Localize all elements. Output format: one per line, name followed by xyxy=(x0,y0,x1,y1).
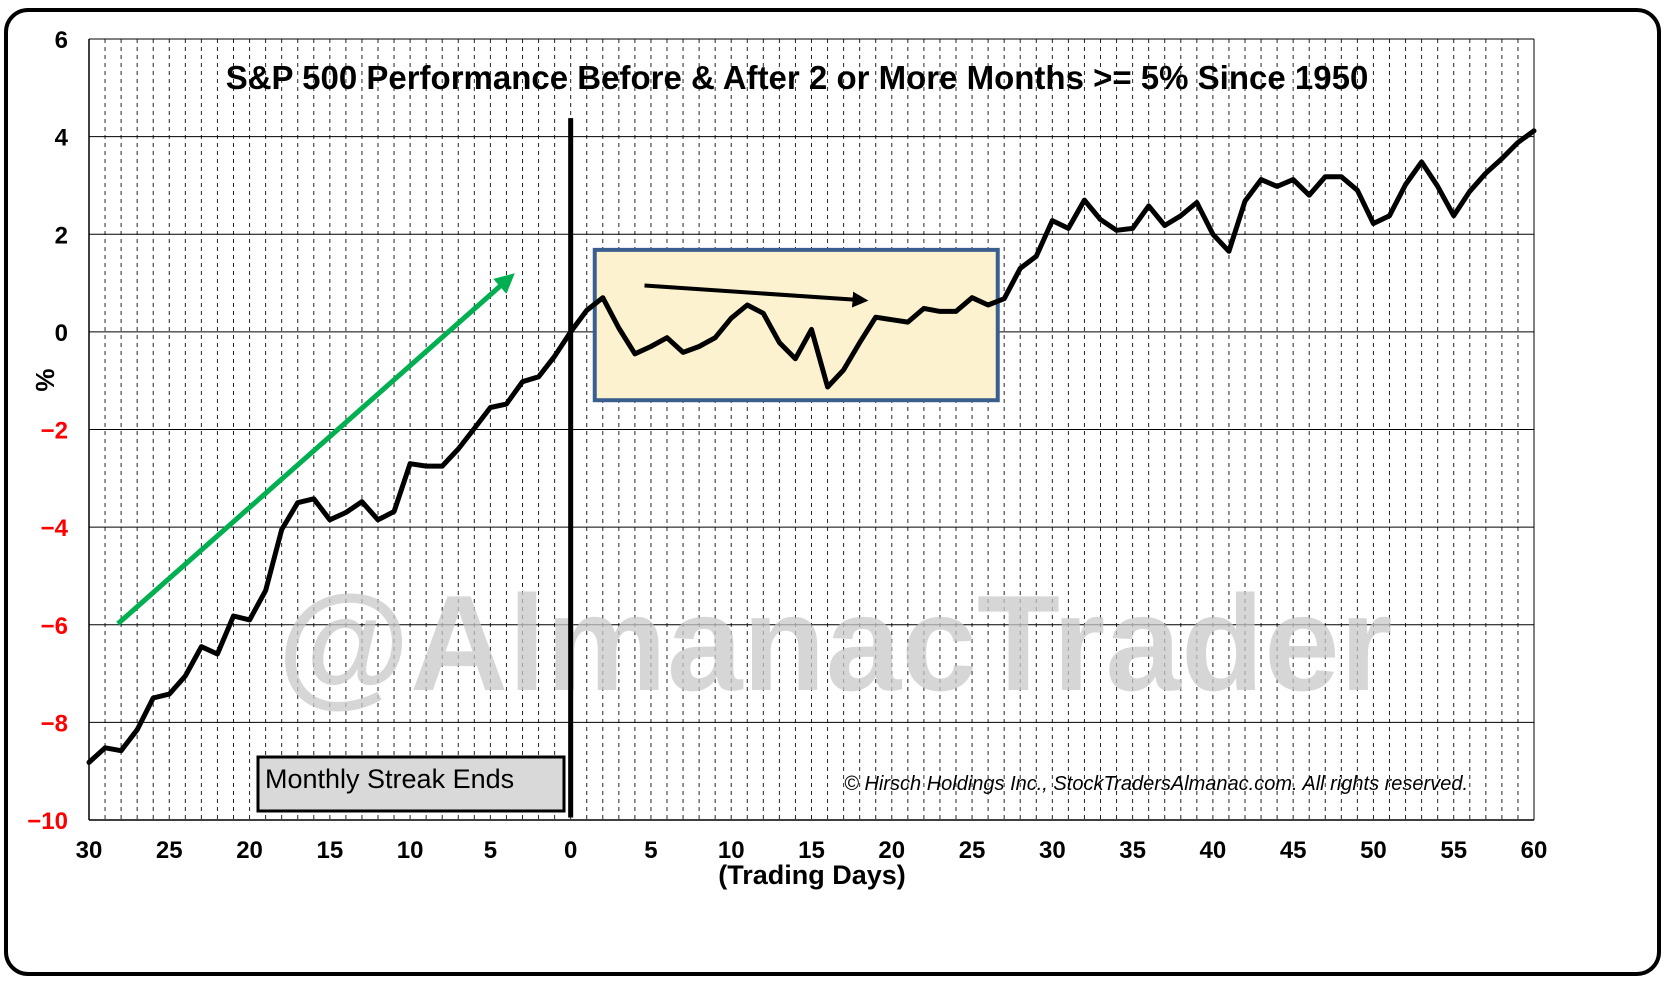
x-tick-label: 5 xyxy=(484,837,497,864)
x-tick-label: 50 xyxy=(1360,837,1387,864)
x-tick-label: 30 xyxy=(1039,837,1066,864)
y-axis-ticks: −10 −8 −6 −4 −2 0 2 4 6 xyxy=(27,27,68,835)
x-tick-label: 40 xyxy=(1200,837,1227,864)
highlight-box xyxy=(592,247,1000,403)
x-tick-label: 20 xyxy=(878,837,905,864)
x-tick-label: 0 xyxy=(564,837,577,864)
x-tick-label: 60 xyxy=(1521,837,1548,864)
x-tick-label: 15 xyxy=(798,837,825,864)
x-tick-label: 5 xyxy=(644,837,657,864)
x-tick-label: 35 xyxy=(1119,837,1146,864)
y-tick-label: −2 xyxy=(41,418,68,445)
x-tick-label: 15 xyxy=(316,837,343,864)
x-tick-label: 10 xyxy=(718,837,745,864)
y-tick-label: 4 xyxy=(55,125,69,152)
x-tick-label: 55 xyxy=(1440,837,1467,864)
green-arrow xyxy=(116,273,515,626)
y-tick-label: −4 xyxy=(41,515,69,542)
watermark: @AlmanacTrader xyxy=(277,567,1392,719)
x-axis-ticks: 30 25 20 15 10 5 0 5 10 15 20 25 30 35 40 45 50 55 60 xyxy=(76,837,1548,864)
streak-label-text: Monthly Streak Ends xyxy=(265,764,514,794)
x-tick-label: 45 xyxy=(1280,837,1307,864)
y-tick-label: −10 xyxy=(27,808,68,835)
x-axis-label: (Trading Days) xyxy=(718,860,906,890)
series-line xyxy=(86,128,1537,765)
y-axis-label: % xyxy=(30,368,60,391)
streak-label-background xyxy=(256,755,566,813)
axes xyxy=(88,39,1535,821)
x-tick-label: 10 xyxy=(397,837,424,864)
y-tick-label: 2 xyxy=(55,222,68,249)
outer-frame xyxy=(4,8,1661,976)
copyright-text: © Hirsch Holdings Inc., StockTradersAlma… xyxy=(844,773,1468,795)
streak-label-box: Monthly Streak Ends xyxy=(256,755,566,813)
y-tick-label: 0 xyxy=(55,320,68,347)
x-tick-label: 25 xyxy=(959,837,986,864)
x-tick-label: 30 xyxy=(76,837,103,864)
y-tick-label: −6 xyxy=(41,613,68,640)
x-tick-label: 20 xyxy=(236,837,263,864)
x-tick-label: 25 xyxy=(156,837,183,864)
y-tick-label: 6 xyxy=(55,27,68,54)
chart-title: S&P 500 Performance Before & After 2 or … xyxy=(226,59,1369,96)
y-tick-label: −8 xyxy=(41,710,68,737)
black-arrow xyxy=(644,283,869,308)
